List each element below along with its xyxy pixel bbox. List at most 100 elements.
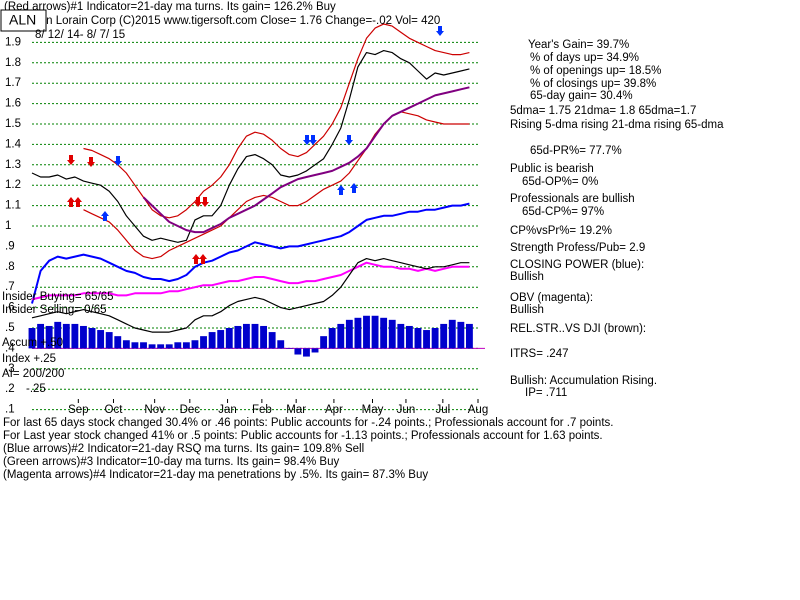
note-text: Accum +.50 xyxy=(2,337,63,349)
stat-text: Bullish: Accumulation Rising. xyxy=(510,375,657,387)
footer-line: For last 65 days stock changed 30.4% or … xyxy=(3,417,613,429)
stat-text: % of days up= 34.9% xyxy=(530,52,639,64)
accum-bar xyxy=(388,319,396,349)
accum-bar xyxy=(294,348,302,355)
plot-area: 1.91.81.71.61.51.41.31.21.11.9.8.7.6.5.4… xyxy=(5,23,488,416)
note-text: Insider Selling= 0/65 xyxy=(2,304,107,316)
accum-bar xyxy=(397,323,405,349)
accum-bar xyxy=(208,332,216,349)
y-tick-label: .8 xyxy=(5,261,15,273)
stat-text: Rising 5-dma rising 21-dma rising 65-dma xyxy=(510,119,724,131)
x-tick-label: Feb xyxy=(252,404,272,416)
x-tick-label: Apr xyxy=(325,404,343,416)
accum-bar xyxy=(182,342,190,349)
y-tick-label: 1.8 xyxy=(5,57,21,69)
footer-line: (Blue arrows)#2 Indicator=21-day RSQ ma … xyxy=(3,443,364,455)
y-tick-label: 1 xyxy=(5,220,11,232)
header-line: American Lorain Corp (C)2015 www.tigerso… xyxy=(4,15,440,27)
footer-line: (Magenta arrows)#4 Indicator=21-day ma p… xyxy=(3,469,428,481)
accum-bar xyxy=(148,344,156,349)
stat-text: % of openings up= 18.5% xyxy=(530,65,661,77)
accum-bar xyxy=(200,336,207,349)
footer-line: For Last year stock changed 41% or .5 po… xyxy=(3,430,603,442)
accum-bar xyxy=(174,342,182,349)
y-tick-label: 1.6 xyxy=(5,98,21,110)
accum-bar xyxy=(431,328,439,349)
date-range: 8/ 12/ 14- 8/ 7/ 15 xyxy=(35,29,125,41)
note-text: Index +.25 xyxy=(2,353,56,365)
y-tick-label: .1 xyxy=(5,404,15,416)
stat-text: OBV (magenta): xyxy=(510,292,593,304)
y-tick-label: .5 xyxy=(5,322,15,334)
y-tick-label: 1.1 xyxy=(5,200,21,212)
accum-bar xyxy=(285,348,293,349)
series-line xyxy=(142,86,470,234)
x-tick-label: Jul xyxy=(435,404,450,416)
ticker: ALN xyxy=(9,12,36,28)
accum-bar xyxy=(251,323,259,349)
y-tick-label: .2 xyxy=(5,383,15,395)
accum-bar xyxy=(363,315,370,349)
stat-text: REL.STR..VS DJI (brown): xyxy=(510,323,646,335)
accum-bar xyxy=(191,340,199,349)
stat-text: 5dma= 1.75 21dma= 1.8 65dma=1.7 xyxy=(510,105,696,117)
accum-bar xyxy=(165,344,173,349)
y-tick-label: .4 xyxy=(5,342,15,354)
stat-text: 65d-CP%= 97% xyxy=(522,206,604,218)
accum-bar xyxy=(157,344,165,349)
accum-bar xyxy=(122,340,130,349)
series-line xyxy=(83,111,470,260)
accum-bar xyxy=(448,319,456,349)
blue-arrow xyxy=(350,183,358,193)
stat-text: Professionals are bullish xyxy=(510,193,635,205)
left-notes: Insider Buying= 65/65 Insider Selling= 0… xyxy=(2,291,114,395)
accum-bar xyxy=(320,336,328,349)
accum-bar xyxy=(114,336,122,349)
stat-text: IP= .711 xyxy=(525,387,567,399)
stat-text: 65d-OP%= 0% xyxy=(522,176,598,188)
red-arrow xyxy=(67,155,75,165)
red-arrow xyxy=(87,157,95,167)
accum-bar xyxy=(405,325,413,349)
stat-text: 65d-PR%= 77.7% xyxy=(530,145,622,157)
accum-bar xyxy=(97,330,105,349)
y-tick-label: 1.3 xyxy=(5,159,21,171)
accum-bar xyxy=(414,328,422,349)
accum-bar xyxy=(423,330,430,349)
y-tick-label: .7 xyxy=(5,281,15,293)
y-tick-label: 1.9 xyxy=(5,36,21,48)
note-text: -.25 xyxy=(26,383,46,395)
blue-arrow xyxy=(337,185,345,195)
series-line xyxy=(31,50,470,243)
accum-bar xyxy=(45,325,53,349)
header-line: (Red arrows)#1 Indicator=21-day ma turns… xyxy=(4,1,336,13)
series-line xyxy=(31,258,470,333)
accum-bar xyxy=(440,323,448,349)
blue-arrow xyxy=(345,135,353,145)
accum-bar xyxy=(380,317,388,349)
series-line xyxy=(83,23,470,219)
accum-bar xyxy=(131,342,139,349)
note-text: Insider Buying= 65/65 xyxy=(2,291,114,303)
accum-bar xyxy=(465,323,473,349)
blue-arrow xyxy=(101,211,109,221)
red-arrow xyxy=(192,254,200,264)
accum-bar xyxy=(28,328,36,349)
accum-bar xyxy=(345,319,353,349)
y-tick-label: .9 xyxy=(5,240,15,252)
accum-bar xyxy=(80,325,87,349)
x-tick-label: May xyxy=(362,404,384,416)
accum-bar xyxy=(260,325,268,349)
accum-bar xyxy=(457,321,465,349)
accum-bar xyxy=(105,332,113,349)
accum-bar xyxy=(71,323,79,349)
footer-line: (Green arrows)#3 Indicator=10-day ma tur… xyxy=(3,456,339,468)
accum-bar xyxy=(140,342,147,349)
accum-bar xyxy=(54,321,62,349)
accum-bar xyxy=(303,348,310,357)
accum-bar xyxy=(277,340,285,349)
stat-text: CP%vsPr%= 19.2% xyxy=(510,225,612,237)
x-tick-label: Aug xyxy=(468,404,488,416)
